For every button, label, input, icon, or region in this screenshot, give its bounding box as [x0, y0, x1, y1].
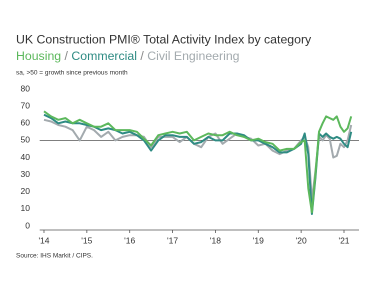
series-line [43, 118, 353, 202]
x-tick-label: '15 [81, 235, 92, 245]
y-tick-label: 40 [21, 152, 31, 162]
y-tick-label: 60 [21, 118, 31, 128]
x-tick-label: '17 [167, 235, 178, 245]
chart-title: UK Construction PMI® Total Activity Inde… [16, 32, 312, 46]
x-tick-label: '19 [253, 235, 264, 245]
y-tick-label: 20 [21, 186, 31, 196]
y-tick-label: 70 [21, 100, 31, 110]
y-tick-label: 30 [21, 169, 31, 179]
y-tick-label: 50 [21, 135, 31, 145]
y-tick-label: 10 [21, 203, 31, 213]
legend-entry: Civil Engineering [147, 49, 239, 63]
legend-separator: / [65, 49, 69, 63]
x-tick-label: '18 [210, 235, 221, 245]
x-tick-label: '20 [296, 235, 307, 245]
legend-entry: Housing [16, 49, 61, 63]
y-tick-label: 0 [25, 220, 30, 230]
legend: Housing / Commercial / Civil Engineering [16, 49, 240, 63]
y-tick-label: 80 [21, 83, 31, 93]
series-line [43, 110, 353, 214]
series-line [43, 113, 353, 215]
legend-separator: / [140, 49, 144, 63]
note: sa, >50 = growth since previous month [16, 70, 128, 77]
source: Source: IHS Markit / CIPS. [16, 253, 93, 260]
x-tick-label: '16 [124, 235, 135, 245]
legend-entry: Commercial [71, 49, 137, 63]
x-tick-label: '21 [338, 235, 349, 245]
x-tick-label: '14 [38, 235, 49, 245]
